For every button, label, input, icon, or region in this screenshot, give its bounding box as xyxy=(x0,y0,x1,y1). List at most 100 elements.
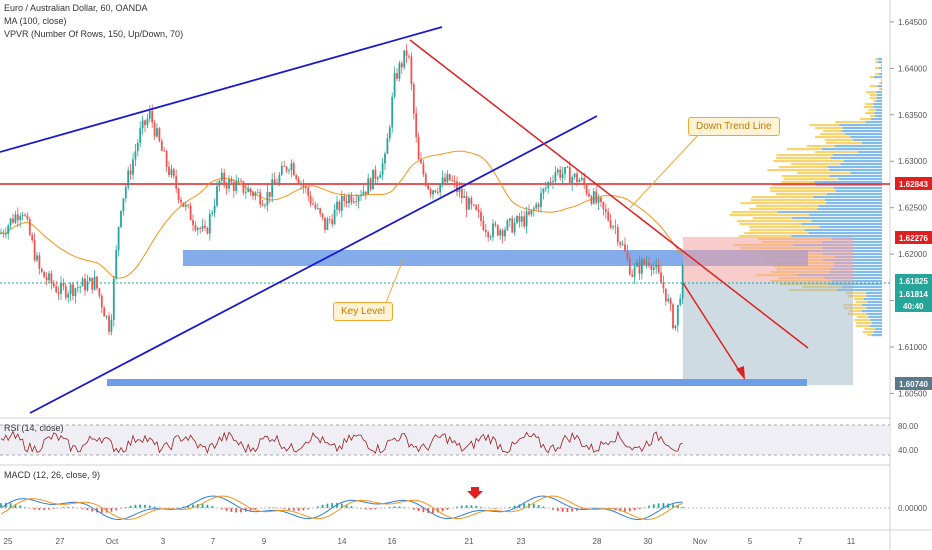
y-tick-label: 1.64000 xyxy=(898,64,927,73)
candle-body xyxy=(434,190,437,192)
candle-body xyxy=(513,222,516,233)
x-tick-label: 5 xyxy=(748,537,753,546)
candle-body xyxy=(530,210,533,215)
candle-body xyxy=(501,230,504,237)
candle-body xyxy=(278,174,281,184)
lower-trend-line[interactable] xyxy=(29,115,598,414)
candle-body xyxy=(204,225,206,229)
candle-body xyxy=(643,259,646,264)
down-trend-line[interactable] xyxy=(409,39,809,349)
ma-legend[interactable]: MA (100, close) xyxy=(4,16,67,26)
volume-profile-bar-down xyxy=(843,160,882,163)
candle-body xyxy=(681,265,684,299)
volume-profile-bar-up xyxy=(749,226,820,229)
candle-body xyxy=(45,277,48,281)
volume-profile-bar-down xyxy=(829,169,882,172)
volume-profile-bar-down xyxy=(804,229,882,232)
projection-arrow[interactable] xyxy=(682,282,743,376)
volume-profile-bar-up xyxy=(849,310,862,313)
vpvr-legend[interactable]: VPVR (Number Of Rows, 150, Up/Down, 70) xyxy=(4,29,184,39)
macd-bar xyxy=(235,508,238,513)
candle-body xyxy=(451,180,454,181)
price-tag-red-line-text: 1.62843 xyxy=(899,180,928,189)
candle-body xyxy=(307,187,310,196)
volume-profile-bar-down xyxy=(876,100,882,103)
upper-channel-line[interactable] xyxy=(0,26,443,153)
candle-body xyxy=(528,211,530,215)
volume-profile-bar-down xyxy=(858,151,882,154)
macd-bar xyxy=(86,508,89,511)
key-level-zone[interactable] xyxy=(183,250,808,266)
x-tick-label: 11 xyxy=(847,537,856,546)
take-profit-zone[interactable] xyxy=(683,282,853,385)
candle-body xyxy=(98,288,101,296)
macd-bar xyxy=(321,504,324,508)
candle-body xyxy=(408,55,410,57)
candle-body xyxy=(386,138,389,154)
candle-body xyxy=(168,166,170,175)
volume-profile-bar-up xyxy=(731,211,778,214)
volume-profile-bar-down xyxy=(801,223,882,226)
volume-profile-bar-down xyxy=(840,163,882,166)
key-level-callout[interactable]: Key Level xyxy=(333,302,393,321)
candle-body xyxy=(309,195,312,204)
macd-bar xyxy=(388,506,391,508)
candle-body xyxy=(612,226,614,228)
candle-body xyxy=(662,282,665,289)
candle-body xyxy=(667,298,670,302)
macd-bar xyxy=(456,506,458,508)
volume-profile-bar-up xyxy=(791,163,841,166)
macd-bar xyxy=(432,508,434,514)
candle-body xyxy=(652,267,655,270)
volume-profile-bar-up xyxy=(819,133,846,136)
macd-bar xyxy=(62,507,65,508)
macd-bar xyxy=(345,504,348,508)
macd-bar xyxy=(100,508,103,513)
volume-profile-bar-up xyxy=(815,127,843,130)
macd-bar xyxy=(532,503,535,508)
symbol-legend[interactable]: Euro / Australian Dollar, 60, OANDA xyxy=(4,3,148,13)
candle-body xyxy=(391,96,394,128)
price-axis[interactable]: 1.64500 1.64000 1.63500 1.63000 1.62500 1.620… xyxy=(890,18,927,398)
candle-body xyxy=(364,191,367,195)
candle-body xyxy=(67,293,70,298)
candle-body xyxy=(129,170,132,175)
candle-body xyxy=(43,271,46,278)
macd-bar xyxy=(571,508,574,512)
volume-profile-bar-up xyxy=(855,325,870,328)
time-axis[interactable]: 25 27 Oct 3 7 9 14 16 21 23 28 30 Nov 5 7 11 xyxy=(4,537,856,546)
volume-profile-bar-down xyxy=(877,58,882,61)
candle-body xyxy=(446,174,449,183)
volume-profile-bar-down xyxy=(850,172,882,175)
y-tick-label: 1.63000 xyxy=(898,157,927,166)
candle-body xyxy=(276,182,278,184)
down-trend-callout[interactable]: Down Trend Line xyxy=(688,117,780,136)
rsi-legend[interactable]: RSI (14, close) xyxy=(4,423,64,433)
countdown-tag xyxy=(895,300,932,312)
candle-body xyxy=(122,198,125,211)
candle-body xyxy=(324,217,326,230)
volume-profile-bar-down xyxy=(832,154,882,157)
rsi-tick-label: 40.00 xyxy=(898,446,919,455)
candle-body xyxy=(636,262,638,267)
x-tick-label: 21 xyxy=(465,537,474,546)
target-level-zone[interactable] xyxy=(107,379,807,386)
candle-body xyxy=(532,208,535,211)
volume-profile-bar-down xyxy=(850,136,882,139)
macd-bar xyxy=(48,508,50,510)
candle-body xyxy=(196,228,199,231)
macd-legend[interactable]: MACD (12, 26, close, 9) xyxy=(4,470,101,480)
candle-body xyxy=(163,150,166,152)
candle-body xyxy=(26,215,29,220)
volume-profile-bar-down xyxy=(853,139,882,142)
volume-profile-bar-up xyxy=(815,136,851,139)
stop-loss-zone[interactable] xyxy=(683,237,853,282)
candle-body xyxy=(468,198,470,210)
candle-body xyxy=(112,278,115,320)
volume-profile-bar-down xyxy=(879,73,882,76)
candle-body xyxy=(96,276,98,289)
volume-profile-bar-down xyxy=(877,94,882,97)
macd-bar xyxy=(115,508,118,511)
candle-body xyxy=(124,187,127,199)
